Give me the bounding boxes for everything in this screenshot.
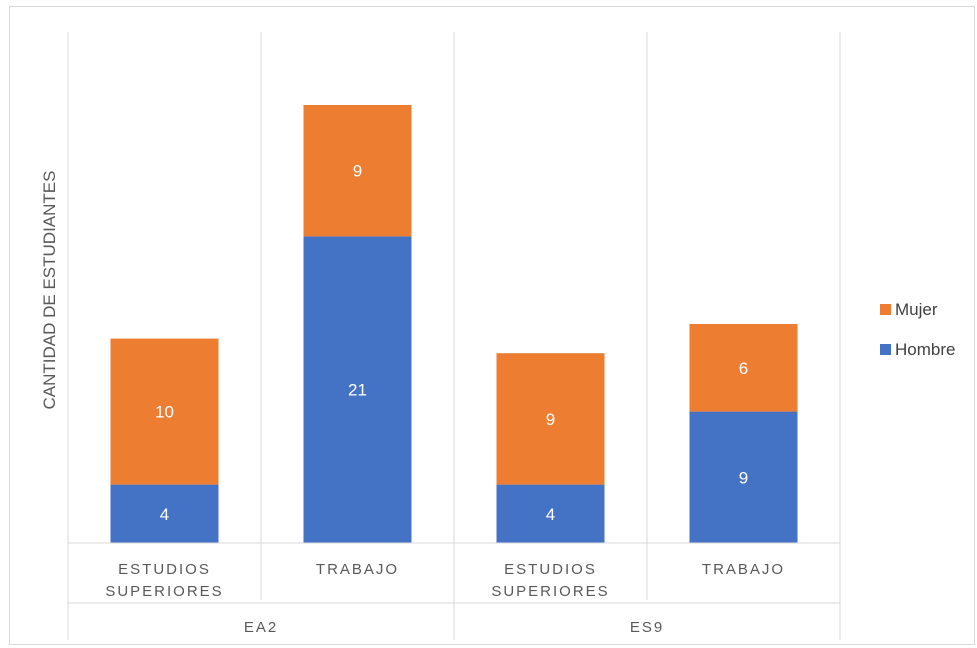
legend-label-hombre: Hombre [895,340,955,359]
category-tick-label: ESTUDIOS SUPERIORES [491,561,609,600]
category-tick-label: TRABAJO [702,561,785,578]
group-label: EA2 [244,619,278,636]
legend-swatch-hombre [880,344,891,355]
data-label: 21 [348,381,367,400]
data-label: 9 [739,468,748,487]
legend: Mujer Hombre [880,300,955,359]
data-label: 10 [155,403,174,422]
category-tick-label: TRABAJO [316,561,399,578]
data-label: 4 [546,505,555,524]
data-label: 9 [353,162,362,181]
category-tick-label: ESTUDIOS SUPERIORES [105,561,223,600]
y-axis-label: CANTIDAD DE ESTUDIANTES [40,171,59,410]
legend-label-mujer: Mujer [895,300,938,319]
data-label: 4 [160,505,169,524]
group-label: ES9 [630,619,664,636]
data-label: 6 [739,359,748,378]
data-label: 9 [546,410,555,429]
legend-swatch-mujer [880,304,891,315]
